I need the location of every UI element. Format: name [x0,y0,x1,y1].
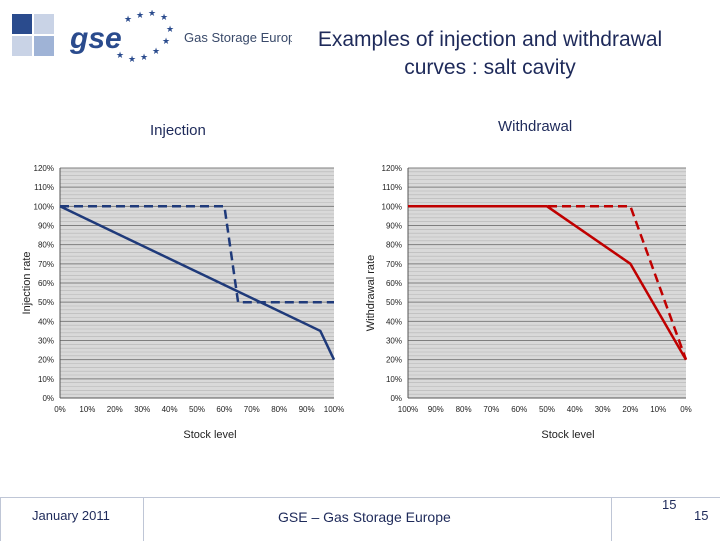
logo-square-dark [12,14,32,34]
footer-date-box [0,497,145,541]
withdrawal-y-tick-label: 50% [386,298,402,307]
svg-text:★: ★ [124,15,132,25]
withdrawal-y-tick-label: 20% [386,356,402,365]
withdrawal-y-tick-label: 0% [390,394,402,403]
injection-y-tick-label: 10% [38,375,54,384]
injection-x-tick-label: 70% [244,405,260,414]
injection-y-tick-label: 20% [38,356,54,365]
svg-text:★: ★ [166,25,174,35]
footer-date: January 2011 [32,508,110,523]
withdrawal-y-tick-label: 60% [386,279,402,288]
withdrawal-x-tick-label: 80% [456,405,472,414]
injection-y-tick-label: 60% [38,279,54,288]
logo-square-light [34,14,54,34]
injection-y-tick-label: 100% [34,202,54,211]
injection-x-tick-label: 0% [54,405,66,414]
injection-x-tick-label: 90% [299,405,315,414]
withdrawal-y-tick-label: 110% [382,183,402,192]
withdrawal-series-dashed [408,205,688,361]
injection-x-tick-label: 80% [271,405,287,414]
footer-org-box [143,497,613,541]
withdrawal-x-tick-label: 90% [428,405,444,414]
injection-x-tick-label: 40% [162,405,178,414]
injection-y-tick-label: 120% [34,164,54,173]
injection-series-solid [59,205,336,361]
injection-x-tick-label: 50% [189,405,205,414]
withdrawal-series-solid [408,205,688,361]
injection-y-tick-label: 70% [38,260,54,269]
withdrawal-y-tick-label: 40% [386,317,402,326]
page-number: 15 [662,497,677,512]
withdrawal-x-tick-label: 0% [680,405,692,414]
withdrawal-y-tick-label: 120% [382,164,402,173]
injection-y-tick-label: 50% [38,298,54,307]
svg-text:★: ★ [162,37,170,47]
withdrawal-y-tick-label: 80% [386,241,402,250]
svg-text:★: ★ [160,13,168,23]
withdrawal-y-tick-label: 10% [386,375,402,384]
withdrawal-x-tick-label: 50% [539,405,555,414]
injection-y-tick-label: 0% [42,394,54,403]
logo-brand-name: Gas Storage Europe [184,30,292,45]
withdrawal-y-tick-label: 70% [386,260,402,269]
withdrawal-y-tick-label: 90% [386,222,402,231]
withdrawal-y-tick-label: 100% [382,202,402,211]
logo-square-light-2 [12,36,32,56]
withdrawal-y-axis-title: Withdrawal rate [365,255,377,331]
injection-y-tick-label: 40% [38,317,54,326]
footer-organization: GSE – Gas Storage Europe [278,509,451,525]
injection-x-tick-label: 20% [107,405,123,414]
svg-text:★: ★ [136,11,144,21]
injection-x-tick-label: 100% [324,405,344,414]
svg-text:★: ★ [128,55,136,65]
injection-series-dashed [60,205,334,304]
withdrawal-x-tick-label: 70% [483,405,499,414]
slide-title-line1: Examples of injection and withdrawal [317,28,663,51]
logo-mark: gse [69,22,122,55]
injection-y-tick-label: 30% [38,337,54,346]
gse-logo: gse ★ ★ ★ ★ ★★★★ ★★ Gas Storage Europe [12,10,292,65]
injection-y-tick-label: 90% [38,222,54,231]
withdrawal-y-tick-label: 30% [386,337,402,346]
withdrawal-heading: Withdrawal [498,118,573,135]
logo-square-mid [34,36,54,56]
injection-x-tick-label: 10% [79,405,95,414]
withdrawal-x-tick-label: 10% [650,405,666,414]
injection-heading: Injection [150,122,206,139]
withdrawal-x-tick-label: 40% [567,405,583,414]
footer-page-box [611,497,720,541]
svg-text:★: ★ [148,10,156,19]
svg-text:★: ★ [140,53,148,63]
injection-x-tick-label: 60% [216,405,232,414]
slide-title: Examples of injection and withdrawal cur… [295,26,685,82]
withdrawal-x-tick-label: 100% [398,405,418,414]
logo-stars: ★ ★ ★ ★ ★★★★ ★★ [116,10,174,65]
withdrawal-x-tick-label: 60% [511,405,527,414]
injection-x-tick-label: 30% [134,405,150,414]
injection-y-axis-title: Injection rate [21,252,33,315]
injection-y-tick-label: 80% [38,241,54,250]
injection-x-axis-title: Stock level [183,429,236,441]
slide-title-line2: curves : salt cavity [404,56,576,79]
page-number-repeat: 15 [694,508,709,523]
withdrawal-x-axis-title: Stock level [541,429,594,441]
withdrawal-x-tick-label: 30% [595,405,611,414]
injection-y-tick-label: 110% [34,183,54,192]
svg-text:★: ★ [152,47,160,57]
withdrawal-x-tick-label: 20% [622,405,638,414]
svg-text:★: ★ [116,51,124,61]
